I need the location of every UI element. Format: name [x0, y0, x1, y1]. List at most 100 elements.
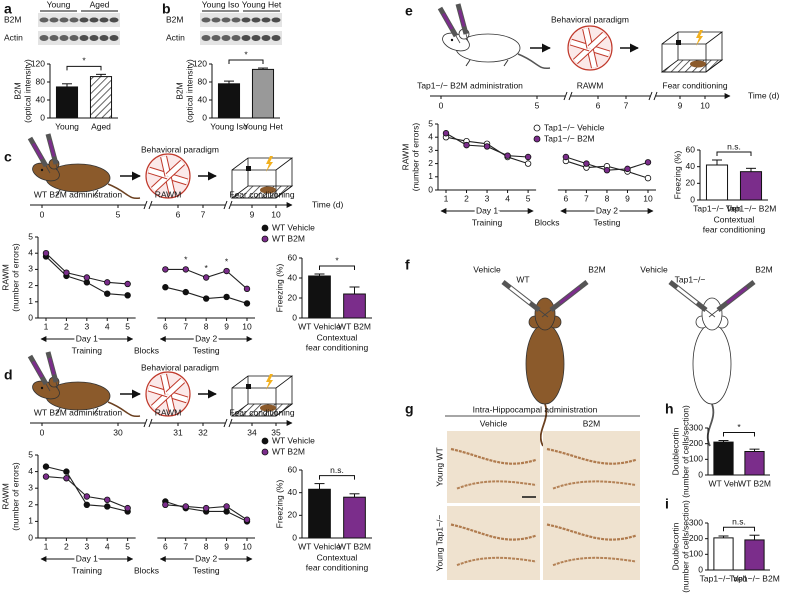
significance-label: *: [335, 255, 339, 265]
mouse-tail: [539, 403, 548, 447]
phase-label: Testing: [193, 565, 220, 575]
syringe-liquid: [458, 9, 466, 27]
y-tick-label: 1: [428, 171, 433, 181]
panel-letter: c: [4, 149, 12, 165]
timeline-label: 35: [271, 427, 281, 437]
x-tick-label: Young Iso: [210, 121, 248, 131]
syringe-liquid: [31, 360, 44, 378]
y-axis-label: Freezing (%): [672, 151, 682, 200]
legend-label: WT Vehicle: [272, 435, 315, 445]
y-tick-label: 300: [689, 517, 703, 527]
point: [104, 503, 111, 510]
schematic-title: Behavioral paradigm: [141, 362, 219, 372]
blot: [200, 31, 282, 45]
bar: [739, 171, 763, 201]
y-tick-label: 60: [288, 464, 298, 474]
annotation: *: [225, 256, 229, 266]
day-label: Day 2: [596, 205, 618, 215]
point: [243, 516, 251, 523]
panel-letter: i: [665, 496, 669, 512]
mouse-head: [701, 297, 723, 331]
step-label: RAWM: [577, 80, 604, 90]
x-tick-label: 9: [224, 321, 229, 331]
x-tick-label: 1: [44, 321, 49, 331]
maze-arm-inner: [166, 378, 185, 396]
legend-marker: [261, 437, 269, 445]
axis-break: [225, 419, 231, 427]
bar: [705, 164, 729, 201]
x-tick-label: 5: [526, 193, 531, 203]
blot-group: Young Het: [242, 0, 282, 9]
bar: [89, 76, 113, 119]
x-tick-label: 8: [204, 321, 209, 331]
blot-band: [59, 17, 69, 23]
y-axis-label: (number of errors): [10, 243, 20, 312]
blot-band: [39, 35, 49, 41]
x-axis-label: Blocks: [134, 345, 159, 355]
y-axis-label: B2M: [174, 82, 184, 99]
legend-marker: [261, 224, 269, 232]
y-tick-label: 0: [698, 469, 703, 479]
y-tick-label: 80: [198, 76, 208, 86]
point: [202, 274, 210, 281]
x-tick-label: Young Het: [243, 121, 283, 131]
timeline-label: 0: [439, 100, 444, 110]
x-tick-label: Tap1−/− B2M: [729, 573, 780, 583]
y-tick-label: 5: [28, 231, 33, 241]
timeline-label: 0: [40, 209, 45, 219]
point: [603, 166, 611, 174]
blot-band: [89, 35, 99, 41]
x-tick-label: Tap1−/− B2M: [726, 203, 777, 213]
y-tick-label: 5: [428, 118, 433, 128]
x-tick-label: 7: [584, 193, 589, 203]
significance-bracket: [319, 475, 355, 480]
x-tick-label: 6: [163, 541, 168, 551]
blot-band: [261, 17, 271, 23]
point: [223, 503, 230, 510]
injection-label: B2M: [588, 264, 605, 274]
blot-band: [109, 35, 119, 41]
timeline-label: 9: [250, 209, 255, 219]
point: [463, 141, 470, 149]
y-axis-label: RAWM: [0, 483, 10, 510]
blot-band: [99, 17, 109, 23]
break-mark: [143, 200, 148, 210]
day-label: Day 2: [195, 553, 217, 563]
injection-label: Vehicle: [640, 264, 668, 274]
y-axis-label: (optical intensity): [184, 59, 194, 123]
point: [104, 496, 111, 504]
break-mark: [653, 91, 658, 101]
x-tick-label: 7: [183, 541, 188, 551]
significance-label: *: [737, 422, 741, 432]
blot-band: [49, 17, 59, 23]
histology-image: [543, 506, 640, 580]
point: [524, 153, 532, 161]
point: [202, 295, 210, 302]
timeline-label: 6: [176, 209, 181, 219]
mouse-small: [260, 186, 276, 194]
blot-band: [231, 17, 241, 23]
legend-label: WT B2M: [272, 446, 305, 456]
row-label: Young Tap1−/−: [434, 515, 444, 572]
y-tick-label: 20: [686, 178, 696, 188]
granule-layer: [456, 480, 537, 490]
x-tick-label: Tap1−/− Veh: [700, 573, 748, 583]
blot-band: [109, 17, 119, 23]
x-tick-label: 1: [44, 541, 49, 551]
y-tick-label: 3: [428, 145, 433, 155]
syringe-liquid: [676, 286, 698, 305]
timeline-label: 32: [198, 427, 208, 437]
y-tick-label: 40: [288, 487, 298, 497]
break-mark: [223, 418, 228, 428]
axis-break: [145, 201, 151, 209]
bar: [308, 275, 331, 319]
blot-band: [271, 35, 281, 41]
x-tick-label: 6: [564, 193, 569, 203]
point: [243, 300, 251, 307]
point: [83, 501, 91, 508]
x-tick-label: 1: [444, 193, 449, 203]
blot: [38, 31, 120, 45]
point: [162, 284, 169, 291]
